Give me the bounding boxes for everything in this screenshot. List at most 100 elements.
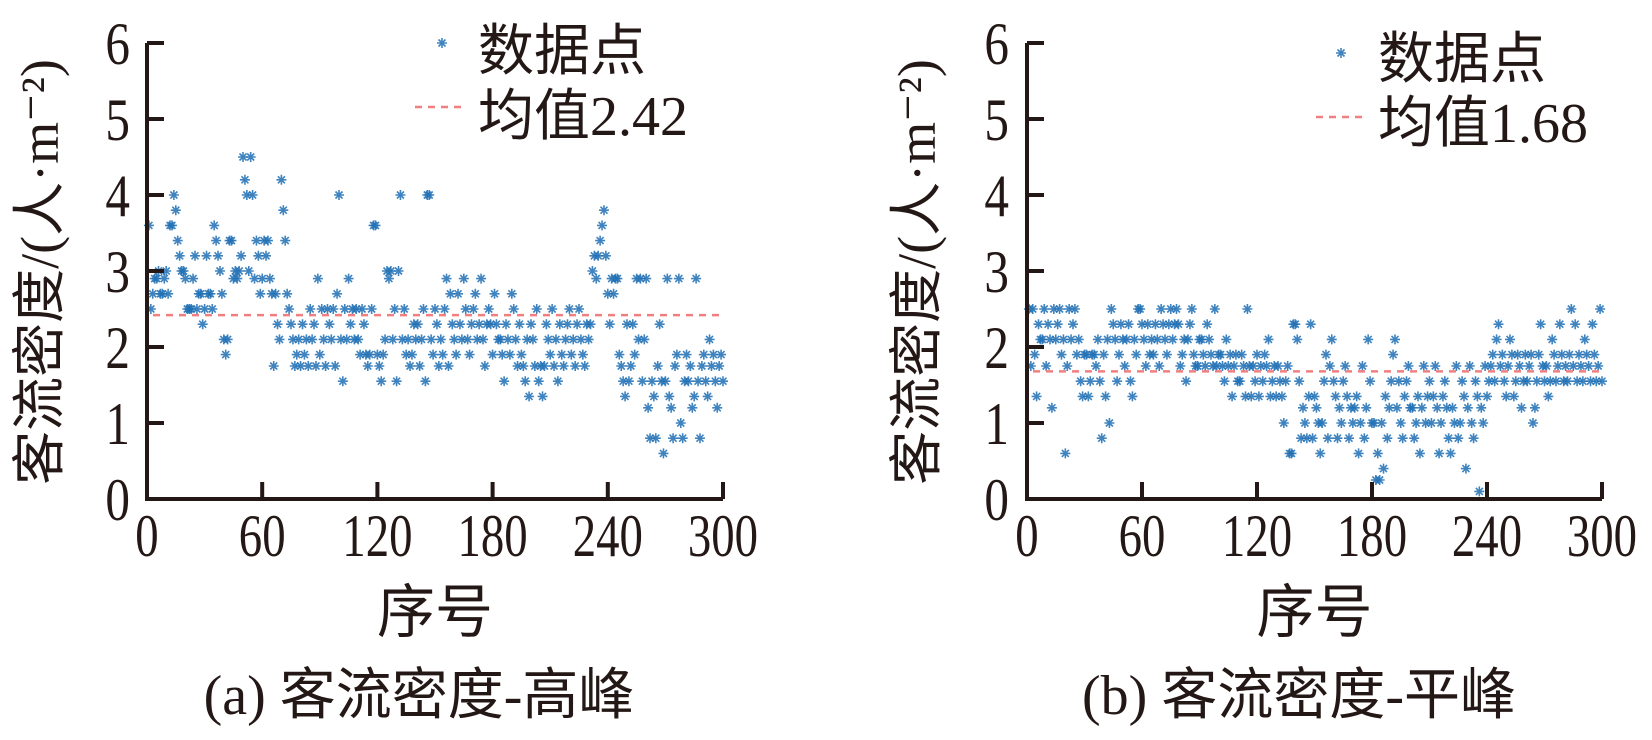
data-point — [1131, 349, 1142, 360]
y-tick-label: 1 — [105, 390, 130, 457]
data-point — [451, 349, 462, 360]
data-point — [1150, 319, 1161, 330]
data-point — [1027, 304, 1038, 314]
data-point — [600, 250, 611, 261]
data-point — [383, 273, 394, 284]
data-point — [1332, 433, 1343, 444]
data-point — [355, 349, 366, 360]
data-point — [625, 361, 636, 371]
data-point — [1322, 433, 1333, 444]
data-point — [654, 319, 665, 330]
y-tick-label: 5 — [105, 86, 130, 153]
data-point — [681, 349, 692, 360]
data-point — [1104, 418, 1115, 428]
data-point — [401, 349, 412, 360]
data-point — [1171, 304, 1182, 314]
data-points — [143, 152, 728, 459]
data-point — [393, 266, 404, 276]
data-point — [687, 402, 698, 413]
data-point — [608, 288, 619, 299]
data-point — [1188, 349, 1199, 360]
data-point — [1432, 402, 1443, 413]
data-point — [1472, 391, 1483, 402]
data-point — [675, 418, 686, 428]
data-point — [1290, 319, 1301, 330]
y-tick-label: 2 — [105, 314, 130, 381]
data-point — [620, 391, 631, 402]
data-point — [1545, 376, 1556, 387]
data-point — [1138, 334, 1149, 345]
data-point — [593, 250, 604, 261]
data-point — [1347, 418, 1358, 428]
data-point — [554, 319, 565, 330]
data-point — [335, 334, 346, 345]
data-point — [1564, 349, 1575, 360]
data-point — [1424, 376, 1435, 387]
data-point — [1476, 402, 1487, 413]
data-point — [1478, 418, 1489, 428]
data-point — [646, 376, 657, 387]
data-point — [345, 319, 356, 330]
data-point — [637, 376, 648, 387]
data-point — [161, 266, 172, 276]
data-point — [1257, 376, 1268, 387]
data-point — [1217, 361, 1228, 371]
data-point — [1552, 361, 1563, 371]
data-point — [618, 376, 629, 387]
data-point — [1209, 304, 1220, 314]
data-point — [708, 349, 719, 360]
data-point — [1560, 361, 1571, 371]
data-point — [1436, 418, 1446, 428]
data-point — [1579, 334, 1590, 345]
data-point — [339, 304, 350, 314]
data-point — [1591, 376, 1602, 387]
data-point — [1054, 304, 1065, 314]
data-point — [1025, 361, 1036, 371]
data-point — [604, 319, 615, 330]
data-point — [518, 361, 529, 371]
x-axis-label: 序号 — [1256, 580, 1372, 645]
data-point — [1077, 391, 1088, 402]
data-point — [1457, 376, 1468, 387]
data-point — [1259, 349, 1270, 360]
data-point — [1242, 304, 1253, 314]
data-point — [616, 361, 627, 371]
data-point — [495, 334, 506, 345]
data-point — [318, 334, 329, 345]
data-point — [1066, 334, 1077, 345]
data-point — [1033, 319, 1044, 330]
data-point — [1148, 349, 1159, 360]
data-point — [1317, 418, 1328, 428]
data-point — [428, 349, 439, 360]
data-point — [1112, 376, 1123, 387]
data-points — [1023, 304, 1607, 497]
data-point — [262, 235, 273, 246]
data-point — [1499, 376, 1510, 387]
data-point — [372, 349, 383, 360]
data-point — [566, 349, 577, 360]
data-point — [420, 376, 431, 387]
data-point — [698, 349, 709, 360]
data-point — [295, 361, 306, 371]
data-point — [1052, 319, 1063, 330]
data-point — [1585, 376, 1596, 387]
data-point — [1069, 304, 1080, 314]
data-point — [1152, 334, 1163, 345]
data-point — [1280, 376, 1291, 387]
data-point — [1506, 349, 1517, 360]
data-point — [704, 334, 715, 345]
data-point — [1184, 319, 1195, 330]
data-point — [514, 319, 525, 330]
data-point — [1198, 349, 1209, 360]
data-point — [597, 220, 608, 231]
data-point — [1253, 391, 1264, 402]
data-point — [1570, 319, 1581, 330]
data-point — [374, 361, 385, 371]
data-point — [1058, 334, 1069, 345]
data-point — [445, 288, 456, 299]
data-point — [1092, 334, 1103, 345]
data-point — [220, 349, 231, 360]
data-point — [278, 205, 289, 216]
data-point — [397, 334, 408, 345]
